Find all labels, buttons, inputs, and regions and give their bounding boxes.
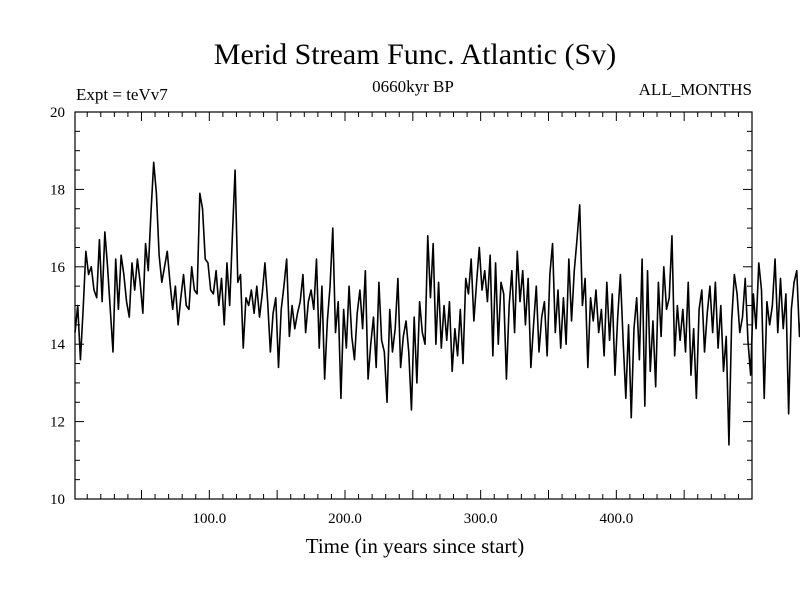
y-tick-label: 18 bbox=[50, 182, 65, 198]
subtitle-period: 0660kyr BP bbox=[372, 77, 454, 96]
x-tick-label: 300.0 bbox=[464, 511, 498, 527]
x-tick-label: 400.0 bbox=[599, 511, 633, 527]
x-tick-label: 100.0 bbox=[192, 511, 226, 527]
y-tick-label: 16 bbox=[50, 260, 66, 276]
plot-area: 10 12 14 16 18 20 100.0 200.0 300.0 400.0 bbox=[50, 105, 800, 527]
chart-title: Merid Stream Func. Atlantic (Sv) bbox=[214, 38, 616, 71]
y-tick-label: 14 bbox=[50, 337, 66, 353]
y-axis: 10 12 14 16 18 20 bbox=[50, 105, 752, 508]
subtitle-months: ALL_MONTHS bbox=[639, 80, 752, 99]
x-axis: 100.0 200.0 300.0 400.0 bbox=[86, 112, 753, 527]
series-line bbox=[74, 161, 800, 446]
y-tick-label: 12 bbox=[50, 415, 65, 431]
y-tick-label: 20 bbox=[50, 105, 65, 121]
y-tick-label: 10 bbox=[50, 492, 65, 508]
subtitle-expt: Expt = teVv7 bbox=[76, 85, 168, 104]
x-tick-label: 200.0 bbox=[328, 511, 362, 527]
x-axis-label: Time (in years since start) bbox=[306, 534, 525, 558]
